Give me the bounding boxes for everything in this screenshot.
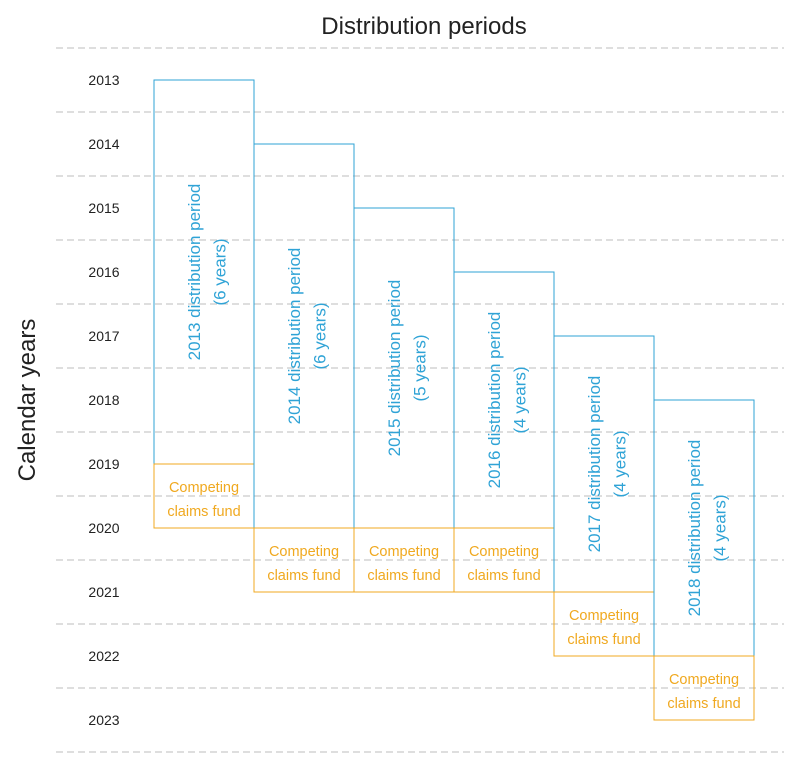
period-label: 2018 distribution period (4 years) xyxy=(685,440,730,617)
fund-label-line1: Competing xyxy=(369,544,439,560)
period-box xyxy=(553,335,655,593)
distribution-period-2017: 2017 distribution period (4 years) Competi… xyxy=(553,335,655,657)
period-label-line1: 2013 distribution period xyxy=(185,184,204,361)
year-label: 2020 xyxy=(88,520,119,536)
period-box xyxy=(153,79,255,465)
period-label-line1: 2017 distribution period xyxy=(585,376,604,553)
year-label: 2016 xyxy=(88,264,119,280)
competing-claims-fund-box xyxy=(653,655,755,721)
y-axis-label: Calendar years xyxy=(14,319,41,482)
year-label: 2014 xyxy=(88,136,119,152)
period-label-line2: (4 years) xyxy=(710,494,729,561)
fund-label-line2: claims fund xyxy=(167,504,240,520)
year-label: 2017 xyxy=(88,328,119,344)
distribution-period-2018: 2018 distribution period (4 years) Competi… xyxy=(653,399,755,721)
fund-label-line2: claims fund xyxy=(567,632,640,648)
distribution-periods: 2013 distribution period (6 years) Competi… xyxy=(153,79,755,721)
period-box xyxy=(653,399,755,657)
fund-label-line1: Competing xyxy=(569,608,639,624)
year-label: 2021 xyxy=(88,584,119,600)
period-label-line2: (4 years) xyxy=(610,430,629,497)
fund-label-line2: claims fund xyxy=(667,696,740,712)
period-label-line1: 2018 distribution period xyxy=(685,440,704,617)
fund-label-line2: claims fund xyxy=(467,568,540,584)
distribution-period-2016: 2016 distribution period (4 years) Competi… xyxy=(453,271,555,593)
year-label: 2018 xyxy=(88,392,119,408)
period-label: 2017 distribution period (4 years) xyxy=(585,376,630,553)
period-label-line1: 2015 distribution period xyxy=(385,280,404,457)
fund-label-line1: Competing xyxy=(669,672,739,688)
period-label-line1: 2016 distribution period xyxy=(485,312,504,489)
period-label: 2015 distribution period (5 years) xyxy=(385,280,430,457)
period-box xyxy=(253,143,355,529)
gridlines xyxy=(56,47,784,753)
period-box xyxy=(453,271,555,529)
fund-label-line2: claims fund xyxy=(267,568,340,584)
period-label: 2013 distribution period (6 years) xyxy=(185,184,230,361)
period-label: 2014 distribution period (6 years) xyxy=(285,248,330,425)
year-label: 2022 xyxy=(88,648,119,664)
period-label-line2: (6 years) xyxy=(310,302,329,369)
fund-label-line1: Competing xyxy=(169,480,239,496)
year-label: 2019 xyxy=(88,456,119,472)
year-label: 2015 xyxy=(88,200,119,216)
diagram-title: Distribution periods xyxy=(321,13,526,40)
period-label: 2016 distribution period (4 years) xyxy=(485,312,530,489)
period-label-line1: 2014 distribution period xyxy=(285,248,304,425)
fund-label-line1: Competing xyxy=(469,544,539,560)
year-label: 2023 xyxy=(88,712,119,728)
period-label-line2: (6 years) xyxy=(210,238,229,305)
distribution-period-2015: 2015 distribution period (5 years) Competi… xyxy=(353,207,455,593)
fund-label-line1: Competing xyxy=(269,544,339,560)
period-label-line2: (4 years) xyxy=(510,366,529,433)
year-labels: 2013 2014 2015 2016 2017 2018 2019 2020 2021 2022… xyxy=(88,72,119,728)
period-label-line2: (5 years) xyxy=(410,334,429,401)
year-label: 2013 xyxy=(88,72,119,88)
fund-label-line2: claims fund xyxy=(367,568,440,584)
